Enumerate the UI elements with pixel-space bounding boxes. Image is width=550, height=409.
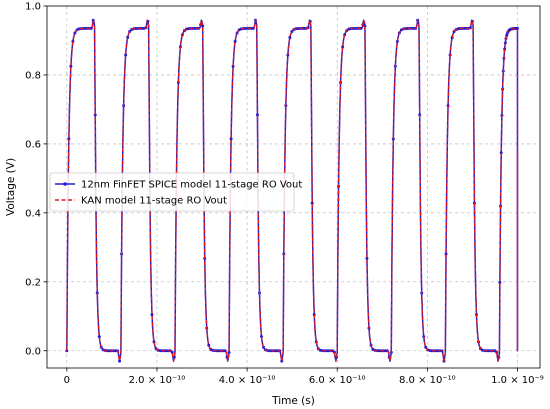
y-tick-label: 0.6 xyxy=(25,139,41,150)
series-line-kan xyxy=(66,19,519,362)
series-layer xyxy=(65,18,519,363)
y-tick-label: 0.8 xyxy=(25,70,41,81)
x-tick-label: 2.0 × 10⁻¹⁰ xyxy=(129,375,186,386)
spice-data-point xyxy=(89,26,93,30)
spice-data-point xyxy=(290,30,294,34)
spice-data-point xyxy=(97,335,101,339)
spice-data-point xyxy=(170,350,174,354)
spice-data-point xyxy=(365,256,369,260)
y-axis-label: Voltage (V) xyxy=(5,158,17,216)
spice-data-point xyxy=(312,313,316,317)
spice-data-point xyxy=(444,252,448,256)
spice-data-point xyxy=(124,53,128,57)
x-tick-label: 4.0 × 10⁻¹⁰ xyxy=(219,375,276,386)
spice-data-point xyxy=(229,137,233,141)
legend-label-spice: 12nm FinFET SPICE model 11-stage RO Vout xyxy=(81,180,302,191)
spice-data-point xyxy=(341,45,345,49)
spice-data-point xyxy=(150,313,154,317)
spice-data-point xyxy=(233,39,237,43)
ticks: 0 2.0 × 10⁻¹⁰ 4.0 × 10⁻¹⁰ 6.0 × 10⁻¹⁰ 8.0 × … xyxy=(25,2,544,387)
spice-data-point xyxy=(71,39,75,43)
spice-data-point xyxy=(310,201,314,205)
spice-data-point xyxy=(363,24,367,28)
spice-data-point xyxy=(359,26,363,30)
spice-data-point xyxy=(515,26,519,30)
spice-data-point xyxy=(69,64,73,68)
x-tick-label: 8.0 × 10⁻¹⁰ xyxy=(399,375,456,386)
x-tick-label: 6.0 × 10⁻¹⁰ xyxy=(309,375,366,386)
spice-data-point xyxy=(227,350,231,354)
spice-data-point xyxy=(231,64,235,68)
y-tick-label: 0.2 xyxy=(25,277,41,288)
y-tick-label: 1.0 xyxy=(25,2,41,13)
x-axis-label: Time (s) xyxy=(271,395,315,407)
spice-data-point xyxy=(493,349,497,353)
plot-frame xyxy=(46,5,541,369)
spice-data-point xyxy=(255,113,259,117)
spice-data-point xyxy=(93,113,97,117)
legend-label-kan: KAN model 11-stage RO Vout xyxy=(81,196,227,207)
spice-data-point xyxy=(498,280,502,284)
spice-data-point xyxy=(201,24,205,28)
legend-marker-spice xyxy=(63,182,67,186)
spice-data-point xyxy=(288,35,292,39)
legend: 12nm FinFET SPICE model 11-stage RO Vout… xyxy=(49,172,302,212)
y-tick-label: 0.0 xyxy=(25,346,41,357)
x-tick-label: 1.0 × 10⁻⁹ xyxy=(491,375,544,386)
x-tick-label: 0 xyxy=(64,375,70,386)
spice-data-point xyxy=(499,151,503,155)
legend-box xyxy=(49,172,295,212)
y-tick-label: 0.4 xyxy=(25,208,41,219)
spice-data-point xyxy=(172,355,176,359)
spice-data-point xyxy=(118,359,122,363)
